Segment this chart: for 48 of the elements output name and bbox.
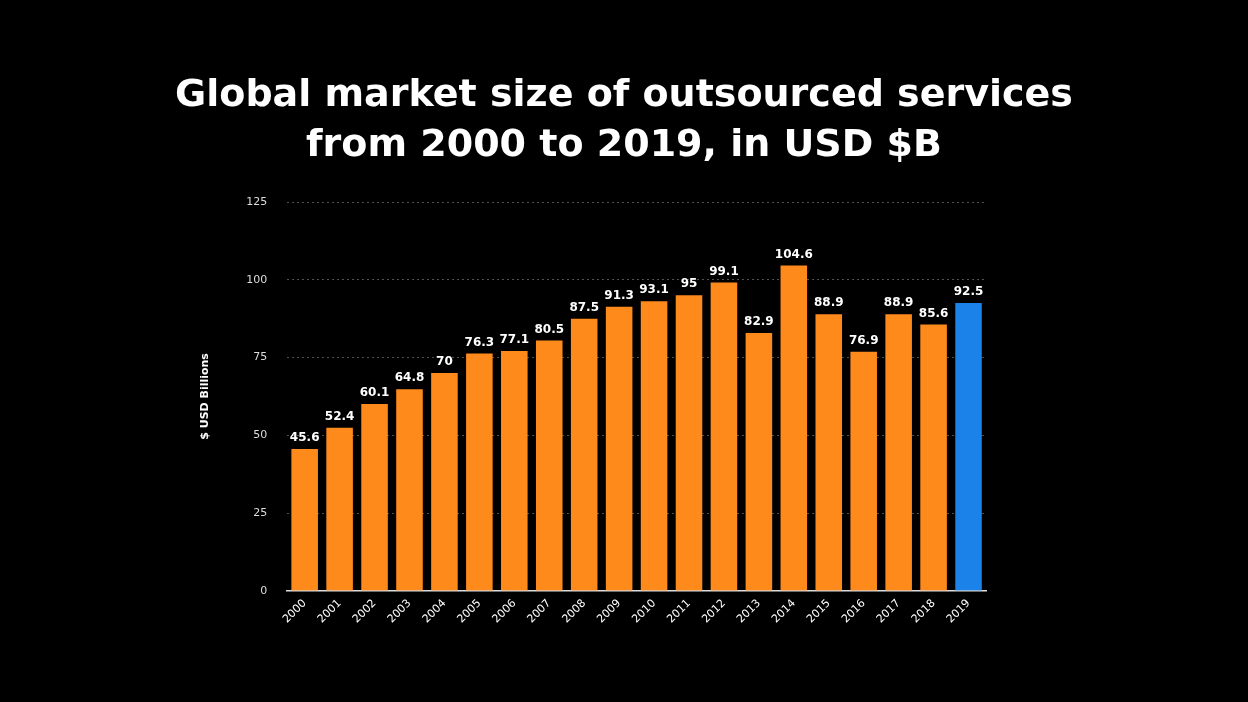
- bar: [466, 353, 493, 591]
- bar: [326, 427, 353, 591]
- bar: [815, 314, 843, 591]
- data-label: 45.6: [289, 430, 320, 445]
- y-tick-label: 75: [253, 350, 268, 364]
- bar: [291, 449, 318, 591]
- bar: [501, 351, 528, 591]
- y-tick-label: 125: [246, 194, 268, 208]
- data-label: 64.8: [394, 370, 425, 385]
- data-label: 88.9: [883, 295, 914, 310]
- bar: [396, 389, 423, 591]
- y-tick-label: 100: [246, 272, 268, 286]
- y-tick-label: 0: [260, 583, 268, 597]
- y-tick-label: 25: [253, 505, 268, 519]
- y-axis-title: $ USD Billions: [198, 352, 212, 440]
- data-label: 80.5: [534, 321, 565, 336]
- bar: [605, 306, 633, 591]
- bar: [710, 282, 738, 591]
- data-label: 77.1: [499, 332, 530, 347]
- data-label: 93.1: [639, 282, 669, 297]
- data-label: 95: [680, 276, 698, 291]
- data-label: 104.6: [774, 246, 813, 261]
- bar: [745, 332, 773, 591]
- data-label: 60.1: [359, 385, 390, 400]
- bar: [361, 403, 388, 591]
- data-label: 76.3: [464, 334, 495, 349]
- data-label: 91.3: [604, 287, 634, 302]
- bar: [570, 318, 598, 591]
- bar: [920, 324, 947, 591]
- chart-title: Global market size of outsourced services from 2000 to 2019, in USD $B: [174, 70, 1074, 167]
- data-label: 82.9: [744, 314, 774, 329]
- data-label: 99.1: [709, 263, 739, 278]
- data-label: 92.5: [953, 284, 984, 299]
- data-label: 70: [436, 354, 453, 369]
- bar: [885, 314, 912, 591]
- bar: [955, 303, 982, 591]
- data-label: 76.9: [848, 332, 879, 347]
- data-label: 52.4: [324, 408, 355, 423]
- bar: [780, 265, 808, 591]
- data-label: 87.5: [569, 299, 599, 314]
- bar: [535, 340, 563, 591]
- bar: [850, 351, 877, 591]
- bar: [431, 373, 458, 591]
- data-label: 88.9: [813, 295, 844, 310]
- y-tick-label: 50: [253, 428, 268, 442]
- bar: [640, 301, 668, 591]
- bar: [675, 295, 703, 591]
- data-label: 85.6: [918, 305, 949, 320]
